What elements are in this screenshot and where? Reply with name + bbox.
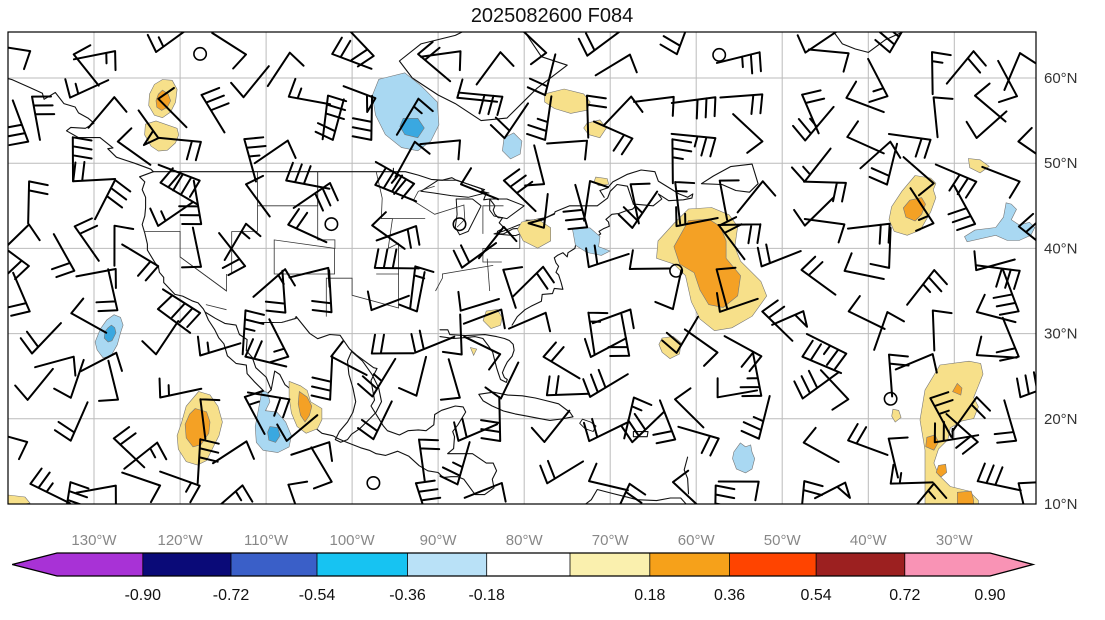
svg-text:-0.54: -0.54	[299, 587, 336, 604]
svg-text:130°W: 130°W	[71, 532, 117, 549]
svg-text:-0.72: -0.72	[213, 587, 250, 604]
svg-text:-0.90: -0.90	[125, 587, 162, 604]
svg-text:0.90: 0.90	[974, 587, 1005, 604]
svg-text:60°W: 60°W	[678, 532, 716, 549]
svg-text:90°W: 90°W	[420, 532, 458, 549]
svg-text:70°W: 70°W	[592, 532, 630, 549]
svg-text:40°N: 40°N	[1044, 240, 1078, 257]
svg-text:0.54: 0.54	[801, 587, 832, 604]
svg-text:120°W: 120°W	[158, 532, 204, 549]
svg-text:2025082600 F084: 2025082600 F084	[471, 5, 633, 27]
svg-text:-0.36: -0.36	[389, 587, 426, 604]
svg-text:0.18: 0.18	[634, 587, 665, 604]
svg-text:0.72: 0.72	[889, 587, 920, 604]
svg-text:110°W: 110°W	[244, 532, 289, 549]
svg-text:80°W: 80°W	[506, 532, 544, 549]
svg-text:30°N: 30°N	[1044, 326, 1078, 343]
svg-text:30°W: 30°W	[936, 532, 974, 549]
svg-text:0.36: 0.36	[714, 587, 745, 604]
svg-text:50°N: 50°N	[1044, 155, 1078, 172]
svg-text:-0.18: -0.18	[468, 587, 505, 604]
svg-text:60°N: 60°N	[1044, 70, 1078, 87]
svg-text:50°W: 50°W	[764, 532, 802, 549]
svg-text:40°W: 40°W	[850, 532, 888, 549]
svg-text:100°W: 100°W	[330, 532, 376, 549]
svg-text:20°N: 20°N	[1044, 411, 1078, 428]
svg-text:10°N: 10°N	[1044, 496, 1078, 513]
